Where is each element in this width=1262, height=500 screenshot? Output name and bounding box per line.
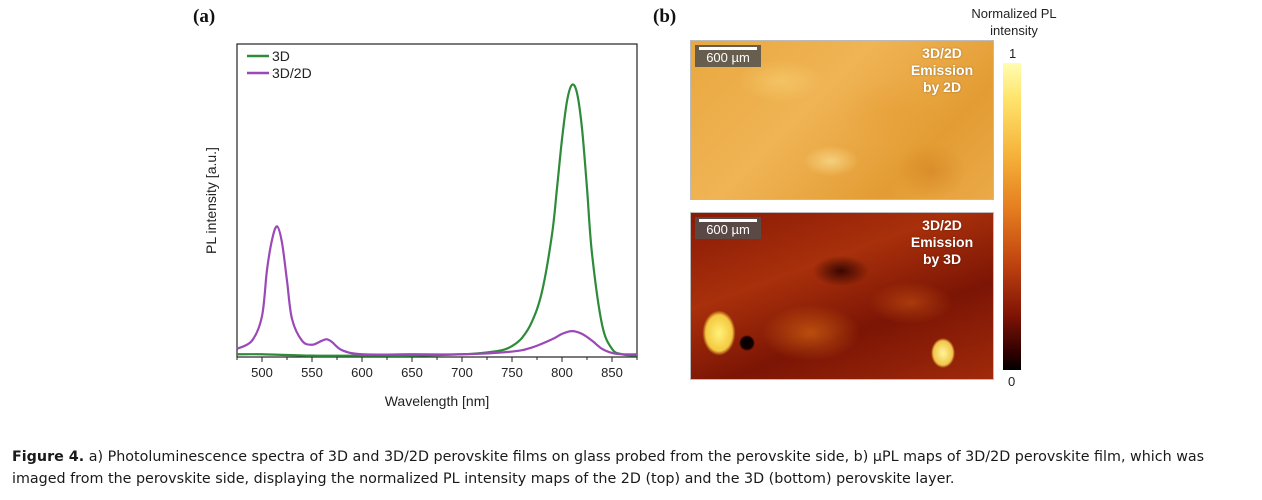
colorbar-title: Normalized PL intensity xyxy=(962,5,1066,39)
colorbar-title-line2: intensity xyxy=(990,23,1038,38)
map-top-label-line1: 3D/2D xyxy=(922,45,962,61)
panel-b-label: (b) xyxy=(653,6,677,27)
x-tick-label-750: 750 xyxy=(501,365,523,380)
pl-spectra-chart: 500 550 600 650 700 750 800 850 Wavelength [nm] P… xyxy=(203,43,638,409)
map-bottom-label: 3D/2D Emission by 3D xyxy=(897,217,987,268)
figure-caption: Figure 4. a) Photoluminescence spectra o… xyxy=(12,446,1252,490)
legend-label-0: 3D xyxy=(272,48,290,64)
pl-map-3d-emission: 600 µm 3D/2D Emission by 3D xyxy=(690,212,994,380)
legend-label-1: 3D/2D xyxy=(272,65,312,81)
colorbar-min-label: 0 xyxy=(1008,374,1016,389)
x-tick-label-700: 700 xyxy=(451,365,473,380)
pl-map-2d-emission: 600 µm 3D/2D Emission by 2D xyxy=(690,40,994,200)
x-tick-label-500: 500 xyxy=(251,365,273,380)
caption-lead: Figure 4. xyxy=(12,449,85,465)
map-top-label-line3: by 2D xyxy=(922,79,962,95)
map-bottom-label-line2: Emission xyxy=(910,234,974,250)
series-line-0 xyxy=(236,83,638,357)
x-axis-title: Wavelength [nm] xyxy=(385,393,490,409)
series-line-1 xyxy=(236,225,638,356)
x-tick-label-850: 850 xyxy=(601,365,623,380)
map-bottom-label-line1: 3D/2D xyxy=(922,217,962,233)
scale-bar-bottom: 600 µm xyxy=(695,217,761,239)
x-tick-label-550: 550 xyxy=(301,365,323,380)
colorbar-max-label: 1 xyxy=(1009,46,1017,61)
scale-bar-top: 600 µm xyxy=(695,45,761,67)
map-top-label: 3D/2D Emission by 2D xyxy=(897,45,987,96)
x-tick-label-600: 600 xyxy=(351,365,373,380)
x-tick-label-800: 800 xyxy=(551,365,573,380)
map-bottom-label-line3: by 3D xyxy=(922,251,962,267)
colorbar-title-line1: Normalized PL xyxy=(971,6,1057,21)
y-axis-title: PL intensity [a.u.] xyxy=(203,147,219,254)
caption-text: a) Photoluminescence spectra of 3D and 3… xyxy=(12,449,1205,487)
map-top-label-line2: Emission xyxy=(910,62,974,78)
panel-a-label: (a) xyxy=(193,6,216,27)
colorbar xyxy=(1003,63,1021,370)
x-tick-label-650: 650 xyxy=(401,365,423,380)
